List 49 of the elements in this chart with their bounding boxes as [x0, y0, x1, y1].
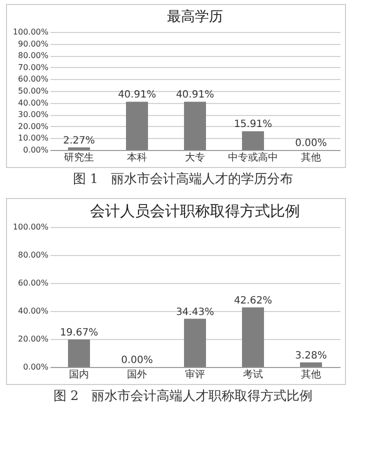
data-label: 15.91%: [234, 119, 272, 130]
x-tick-label: 国外: [127, 370, 147, 380]
data-label: 42.62%: [234, 295, 272, 306]
y-tick-label: 40.00%: [18, 98, 49, 108]
y-tick-label: 100.00%: [12, 28, 49, 36]
x-tick-label: 本科: [127, 152, 147, 164]
data-label: 3.28%: [295, 350, 327, 362]
bar: [184, 102, 206, 150]
data-label: 40.91%: [176, 90, 214, 101]
caption: 图 2 丽水市会计高端人才职称取得方式比例: [52, 388, 314, 405]
chart-title: 会计人员会计职称取得方式比例: [90, 202, 300, 220]
y-tick-label: 0.00%: [23, 362, 49, 372]
y-tick-label: 80.00%: [18, 51, 49, 60]
data-label: 2.27%: [63, 135, 95, 146]
bar: [300, 362, 322, 367]
x-tick-label: 审评: [185, 368, 205, 380]
data-label: 34.43%: [176, 306, 214, 318]
x-tick-label: 其他: [301, 152, 321, 164]
caption: 图 1 丽水市会计高端人才的学历分布: [72, 171, 294, 188]
y-tick-label: 10.00%: [18, 134, 49, 143]
data-label: 19.67%: [60, 327, 98, 338]
y-tick-label: 60.00%: [18, 278, 49, 288]
bar: [242, 131, 264, 150]
chart-title: 最高学历: [167, 9, 223, 25]
x-tick-label: 大专: [185, 152, 205, 164]
x-tick-label: 国内: [69, 368, 89, 380]
y-tick-label: 80.00%: [18, 250, 49, 260]
bar: [126, 102, 148, 150]
bar: [68, 339, 90, 367]
data-label: 40.91%: [118, 90, 156, 101]
data-label: 0.00%: [295, 138, 327, 149]
bar: [242, 307, 264, 367]
x-tick-label: 其他: [301, 368, 321, 380]
y-tick-label: 60.00%: [18, 74, 49, 84]
y-tick-label: 30.00%: [18, 110, 49, 120]
y-tick-label: 50.00%: [18, 86, 49, 96]
y-tick-label: 40.00%: [18, 306, 49, 316]
y-tick-label: 0.00%: [23, 146, 49, 154]
y-tick-label: 20.00%: [18, 122, 49, 131]
y-tick-label: 100.00%: [12, 222, 49, 232]
data-label: 0.00%: [121, 355, 153, 366]
bar: [68, 147, 90, 150]
y-tick-label: 70.00%: [18, 62, 49, 72]
y-tick-label: 20.00%: [18, 334, 49, 344]
x-tick-label: 研究生: [64, 152, 94, 164]
x-tick-label: 考试: [243, 368, 263, 380]
y-tick-label: 90.00%: [18, 39, 49, 48]
bar: [184, 318, 206, 367]
x-tick-label: 中专或高中: [228, 152, 278, 164]
